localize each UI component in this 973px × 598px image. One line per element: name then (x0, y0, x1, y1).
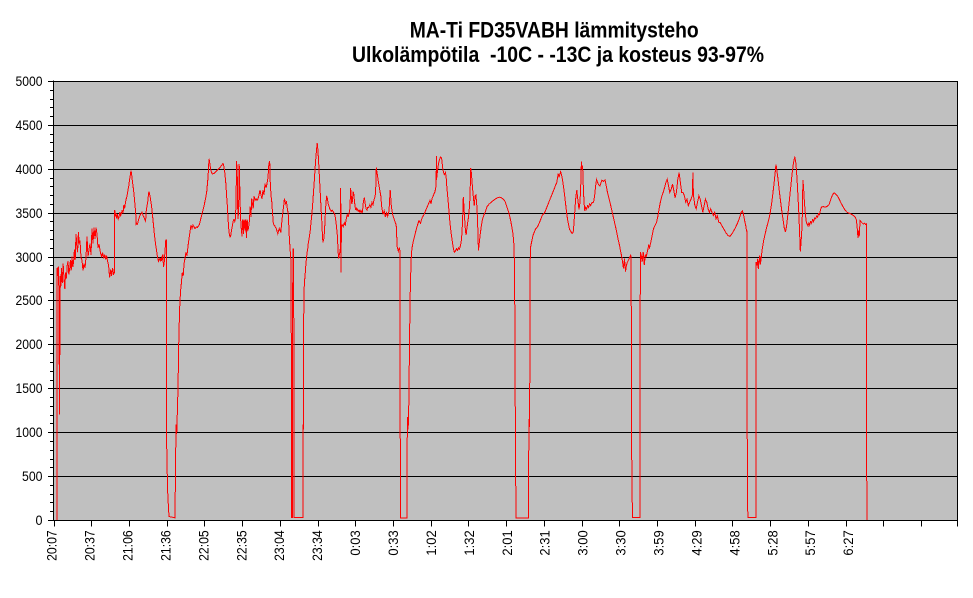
svg-text:22:05: 22:05 (195, 530, 211, 561)
svg-text:2:31: 2:31 (537, 530, 553, 555)
svg-text:21:36: 21:36 (157, 530, 173, 561)
svg-text:3:59: 3:59 (651, 530, 667, 555)
svg-text:3000: 3000 (16, 249, 43, 265)
svg-text:3500: 3500 (16, 205, 43, 221)
svg-text:5000: 5000 (16, 73, 43, 89)
svg-text:1:32: 1:32 (461, 530, 477, 555)
svg-text:2000: 2000 (16, 336, 43, 352)
svg-text:0: 0 (36, 512, 43, 528)
svg-text:2:01: 2:01 (499, 530, 515, 555)
svg-text:1:02: 1:02 (423, 530, 439, 555)
svg-text:2500: 2500 (16, 292, 43, 308)
svg-text:MA-Ti FD35VABH lämmitysteho: MA-Ti FD35VABH lämmitysteho (410, 18, 699, 43)
svg-text:22:35: 22:35 (233, 530, 249, 561)
svg-text:23:34: 23:34 (309, 530, 325, 561)
svg-text:500: 500 (22, 468, 43, 484)
svg-text:20:37: 20:37 (82, 530, 98, 561)
svg-text:3:00: 3:00 (575, 530, 591, 555)
svg-text:6:27: 6:27 (840, 530, 856, 555)
svg-text:1000: 1000 (16, 424, 43, 440)
svg-text:20:07: 20:07 (44, 530, 60, 561)
svg-text:0:03: 0:03 (347, 530, 363, 555)
svg-text:1500: 1500 (16, 380, 43, 396)
svg-text:5:57: 5:57 (802, 530, 818, 555)
svg-text:5:28: 5:28 (764, 530, 780, 555)
svg-text:23:04: 23:04 (271, 530, 287, 561)
svg-text:Ulkolämpötila -10C - -13C ja: Ulkolämpötila -10C - -13C ja kosteus 93-… (352, 42, 764, 67)
svg-text:3:30: 3:30 (613, 530, 629, 555)
svg-text:4:58: 4:58 (726, 530, 742, 555)
svg-text:4500: 4500 (16, 117, 43, 133)
svg-text:21:06: 21:06 (120, 530, 136, 561)
svg-text:0:33: 0:33 (385, 530, 401, 555)
svg-text:4000: 4000 (16, 161, 43, 177)
svg-text:4:29: 4:29 (688, 530, 704, 555)
